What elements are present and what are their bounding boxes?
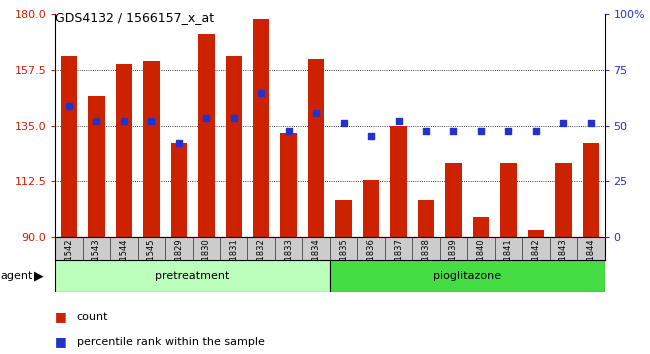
Text: ▶: ▶ [34,270,44,282]
Text: GSM201542: GSM201542 [64,238,73,289]
Text: agent: agent [1,271,33,281]
Point [311,110,321,116]
Text: GSM201834: GSM201834 [311,238,320,289]
Point [558,120,569,126]
Bar [308,59,324,237]
Bar [55,260,330,292]
Bar [418,200,434,237]
Bar [330,260,604,292]
Text: ■: ■ [55,310,67,323]
Text: pretreatment: pretreatment [155,271,229,281]
Bar [226,56,242,237]
Text: GSM201836: GSM201836 [367,238,376,289]
Text: percentile rank within the sample: percentile rank within the sample [77,337,265,347]
Text: GSM201841: GSM201841 [504,238,513,289]
Bar [60,56,77,237]
Point [201,115,211,121]
Text: GSM201842: GSM201842 [531,238,540,289]
Text: GSM201544: GSM201544 [120,238,129,289]
Text: GSM201840: GSM201840 [476,238,486,289]
Text: ■: ■ [55,335,67,348]
Bar [88,96,105,237]
Point [283,128,294,133]
Bar [473,217,489,237]
Text: GSM201839: GSM201839 [449,238,458,289]
Point [229,115,239,121]
Text: GSM201833: GSM201833 [284,238,293,289]
Bar [528,230,544,237]
Point [91,118,101,124]
Bar [170,143,187,237]
Text: GSM201844: GSM201844 [586,238,595,289]
Bar [198,34,214,237]
Bar [116,64,132,237]
Text: count: count [77,312,108,322]
Text: GSM201838: GSM201838 [421,238,430,289]
Point [476,128,486,133]
Text: GSM201832: GSM201832 [257,238,266,289]
Text: GSM201543: GSM201543 [92,238,101,289]
Point [448,128,459,133]
Point [64,103,74,109]
Bar [555,163,571,237]
Bar [143,61,160,237]
Text: GSM201545: GSM201545 [147,238,156,289]
Text: pioglitazone: pioglitazone [433,271,501,281]
Bar [280,133,297,237]
Point [393,118,404,124]
Text: GSM201831: GSM201831 [229,238,239,289]
Point [119,118,129,124]
Point [366,133,376,138]
Point [339,120,349,126]
Text: GSM201843: GSM201843 [559,238,568,289]
Point [174,140,184,146]
Bar [363,180,380,237]
Bar [390,126,407,237]
Bar [253,19,270,237]
Point [421,128,431,133]
Point [256,91,266,96]
Point [503,128,514,133]
Point [530,128,541,133]
Text: GSM201835: GSM201835 [339,238,348,289]
Point [586,120,596,126]
Text: GSM201830: GSM201830 [202,238,211,289]
Bar [335,200,352,237]
Text: GDS4132 / 1566157_x_at: GDS4132 / 1566157_x_at [55,11,214,24]
Text: GSM201829: GSM201829 [174,238,183,289]
Bar [500,163,517,237]
Bar [582,143,599,237]
Point [146,118,157,124]
Text: GSM201837: GSM201837 [394,238,403,289]
Bar [445,163,462,237]
